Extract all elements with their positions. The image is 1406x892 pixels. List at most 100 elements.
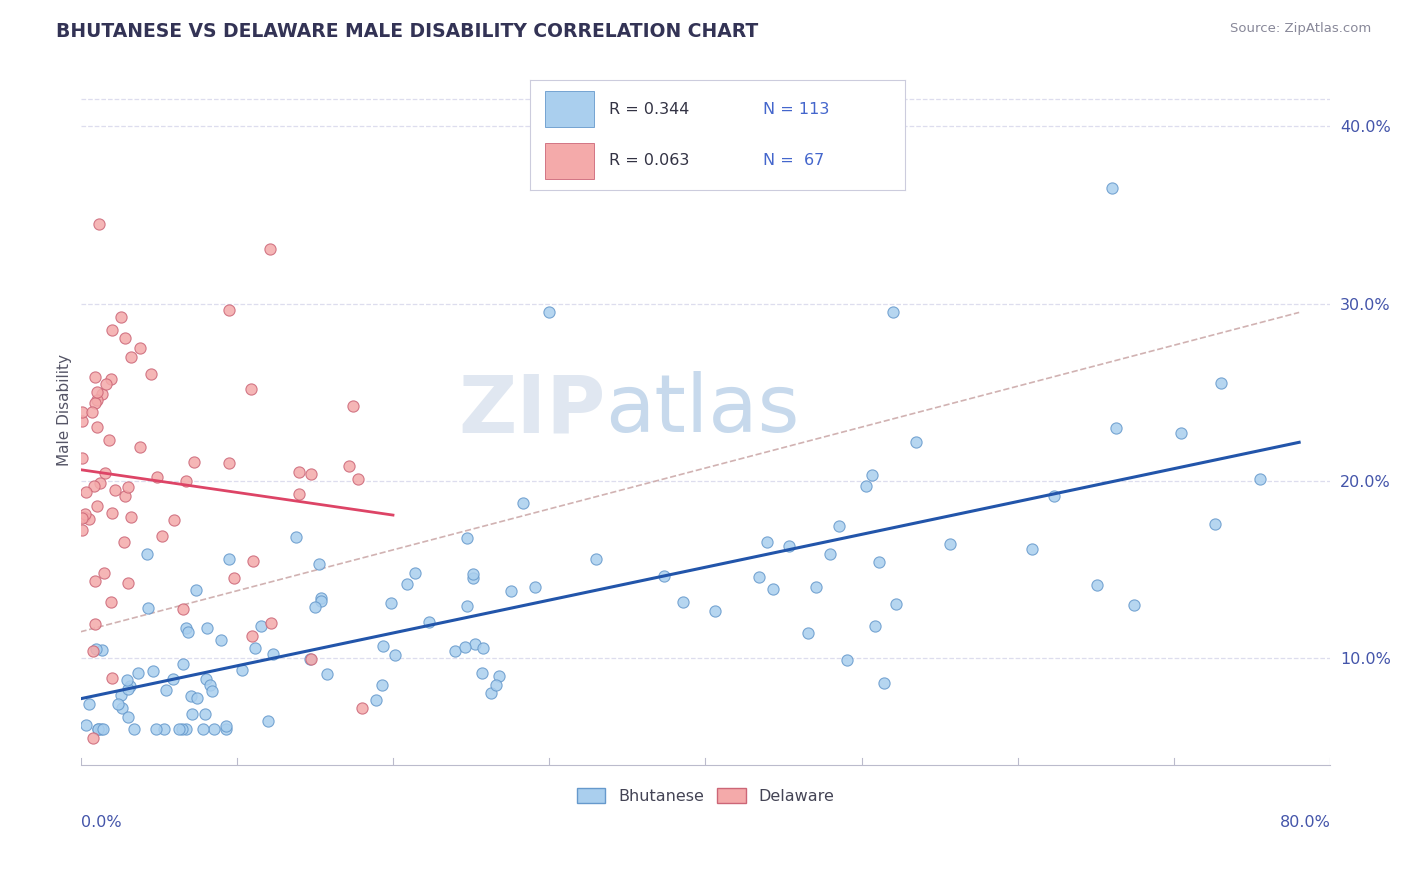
- Point: [194, 672, 217, 686]
- Point: [418, 615, 440, 629]
- Point: [1170, 425, 1192, 440]
- Point: [181, 706, 204, 721]
- Point: [83, 479, 105, 493]
- Point: [471, 641, 494, 656]
- Point: [882, 305, 904, 319]
- Point: [117, 681, 139, 696]
- Point: [396, 576, 419, 591]
- Point: [162, 672, 184, 686]
- Point: [93, 566, 115, 581]
- Point: [904, 435, 927, 450]
- Point: [672, 595, 695, 609]
- Point: [114, 489, 136, 503]
- Point: [215, 719, 238, 733]
- Point: [524, 581, 547, 595]
- Point: [456, 599, 478, 613]
- Point: [778, 539, 800, 553]
- Point: [308, 557, 330, 571]
- Point: [114, 331, 136, 345]
- Point: [231, 663, 253, 677]
- Point: [70, 511, 93, 525]
- Point: [93, 723, 115, 737]
- Point: [259, 242, 281, 256]
- Point: [350, 701, 373, 715]
- Point: [86, 420, 108, 434]
- Point: [87, 723, 110, 737]
- Point: [70, 451, 93, 466]
- Point: [91, 386, 114, 401]
- Point: [456, 531, 478, 545]
- Point: [215, 723, 238, 737]
- Point: [1021, 541, 1043, 556]
- Point: [100, 323, 122, 337]
- Point: [80, 405, 103, 419]
- Point: [218, 552, 240, 566]
- Point: [862, 468, 884, 483]
- Point: [245, 641, 267, 656]
- Text: BHUTANESE VS DELAWARE MALE DISABILITY CORRELATION CHART: BHUTANESE VS DELAWARE MALE DISABILITY CO…: [56, 22, 758, 41]
- Point: [464, 637, 486, 651]
- Point: [748, 570, 770, 584]
- Point: [242, 554, 264, 568]
- Point: [174, 474, 197, 488]
- Point: [756, 534, 779, 549]
- Point: [869, 555, 891, 569]
- Point: [938, 537, 960, 551]
- Point: [256, 714, 278, 729]
- Point: [142, 665, 165, 679]
- Point: [110, 688, 132, 702]
- Point: [1085, 578, 1108, 592]
- Point: [83, 395, 105, 409]
- Point: [404, 566, 426, 580]
- Point: [180, 690, 202, 704]
- Point: [127, 666, 149, 681]
- Point: [183, 455, 205, 469]
- Point: [77, 698, 100, 712]
- Point: [371, 639, 394, 653]
- Point: [170, 723, 193, 737]
- Point: [100, 595, 122, 609]
- Point: [288, 487, 311, 501]
- Point: [70, 405, 93, 419]
- Text: ZIP: ZIP: [458, 371, 606, 449]
- Point: [75, 718, 97, 732]
- Point: [89, 475, 111, 490]
- Point: [304, 600, 326, 615]
- Point: [94, 466, 117, 480]
- Point: [86, 500, 108, 514]
- Point: [86, 385, 108, 400]
- Point: [512, 496, 534, 510]
- Point: [90, 723, 112, 737]
- Text: atlas: atlas: [606, 371, 800, 449]
- Point: [72, 509, 94, 524]
- Point: [145, 470, 167, 484]
- Point: [128, 341, 150, 355]
- Point: [461, 570, 484, 584]
- Point: [87, 723, 110, 737]
- Point: [169, 723, 191, 737]
- Point: [172, 601, 194, 615]
- Point: [118, 679, 141, 693]
- Point: [201, 684, 224, 698]
- Point: [218, 302, 240, 317]
- Text: Source: ZipAtlas.com: Source: ZipAtlas.com: [1230, 22, 1371, 36]
- Point: [240, 629, 263, 643]
- Text: 0.0%: 0.0%: [80, 814, 121, 830]
- Point: [75, 484, 97, 499]
- Point: [240, 382, 263, 396]
- Point: [174, 621, 197, 635]
- Point: [288, 465, 311, 479]
- Point: [91, 643, 114, 657]
- Point: [538, 305, 561, 319]
- Point: [222, 570, 245, 584]
- Point: [828, 518, 851, 533]
- Point: [1209, 376, 1232, 391]
- Point: [117, 673, 139, 687]
- Point: [194, 707, 217, 722]
- Point: [84, 574, 107, 588]
- Point: [762, 582, 785, 597]
- Point: [82, 731, 104, 746]
- Point: [499, 583, 522, 598]
- Point: [1043, 489, 1066, 503]
- Point: [94, 376, 117, 391]
